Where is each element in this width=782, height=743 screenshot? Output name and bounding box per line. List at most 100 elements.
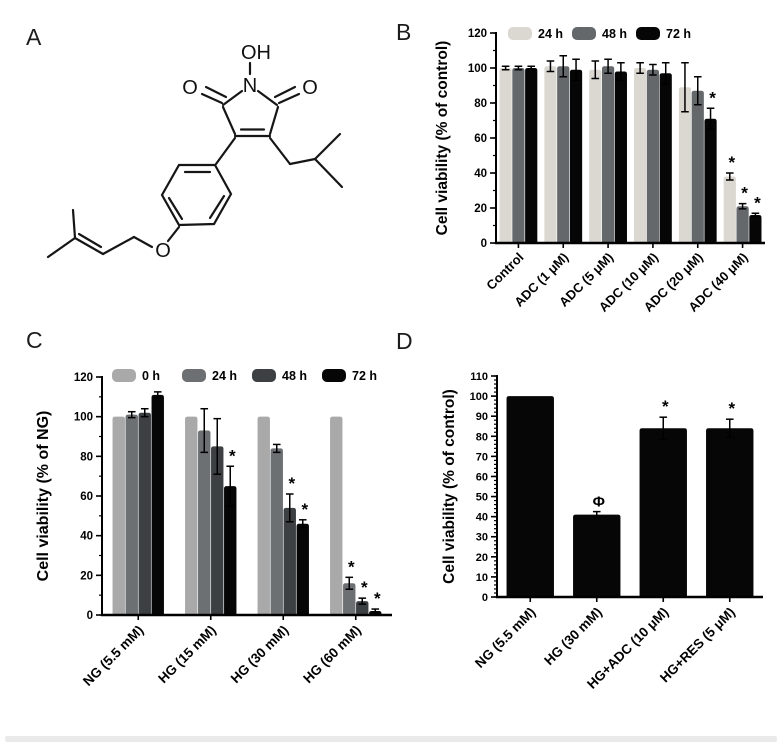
bar [330,416,343,615]
legend-label: 0 h [142,369,160,383]
chart-d-cell-viability-rescue: 0 10 20 30 40 50 60 70 80 90 100 110 Cell viability … [441,371,763,692]
hydroxyl-atom-label: OH [241,42,271,64]
y-axis-title: Cell viability (% of NG) [35,411,52,582]
bar [112,416,125,615]
legend-label: 24 h [538,27,563,41]
significance-marker: * [361,578,368,597]
significance-marker: * [709,88,716,107]
bar [343,583,356,615]
bar [557,66,570,243]
bar [296,523,309,615]
bar [125,414,138,615]
carbonyl-left-atom-label: O [182,77,198,99]
y-tick-label: 80 [80,451,93,463]
legend-label: 48 h [282,369,307,383]
y-tick-label: 100 [74,412,93,424]
chart-c-cell-viability-glucose: 0 20 40 60 80 100 120 Cell viability (% of NG) N… [35,369,392,689]
bar [544,66,557,243]
significance-marker: * [662,397,669,416]
chart-b-cell-viability-adc: 0 20 40 60 80 100 120 Cell viability (% of cont… [434,27,765,315]
y-tick-label: 100 [470,391,488,403]
carbonyl-bonds [200,85,301,105]
bar [706,428,754,597]
bar [723,176,736,243]
legend-swatch [508,27,532,40]
bar [198,430,211,615]
bar [736,206,749,243]
legend-swatch [252,369,276,382]
bar [704,118,717,243]
y-tick-label: 40 [80,531,93,543]
legend-swatch [636,27,660,40]
significance-marker: * [348,557,355,576]
bar [639,428,687,597]
panel-c-label: C [26,327,43,353]
y-tick-label: 10 [476,572,488,584]
legend-label: 24 h [212,369,237,383]
category-label: Control [483,250,526,293]
bar [569,69,583,243]
panel-d-label: D [396,328,413,354]
significance-marker: * [754,193,761,212]
significance-marker: * [728,153,735,172]
y-axis-title: Cell viability (% of control) [434,41,451,236]
y-tick-label: 80 [474,98,487,110]
chart-root: 0 10 20 30 40 50 60 70 80 90 100 110 Cell viability … [441,371,763,692]
category-label: HG (15 mM) [155,623,219,687]
y-tick-label: 60 [474,133,487,145]
bar [573,514,621,597]
significance-marker: * [374,589,381,608]
significance-marker: * [301,500,308,519]
bar [506,396,554,597]
y-tick-label: 120 [468,28,487,40]
maleimide-ring [221,89,280,138]
y-tick-label: 40 [476,512,488,524]
category-label: HG (30 mM) [228,623,292,687]
bar [634,68,647,243]
y-axis-title: Cell viability (% of control) [441,389,458,584]
y-tick-label: 80 [476,431,488,443]
y-tick-label: 0 [481,238,487,250]
significance-marker: Φ [593,494,605,511]
carbonyl-right-atom-label: O [302,77,318,99]
cropped-caption-strip [5,736,777,742]
bar [512,68,525,243]
category-label: NG (5.5 mM) [472,605,538,671]
bar [283,507,296,615]
category-label: HG (60 mM) [300,623,364,687]
legend-swatch [322,369,346,382]
ether-oxygen-atom-label: O [155,240,171,262]
y-tick-label: 20 [80,570,93,582]
legend-swatch [182,369,206,382]
prenyloxy-chain [46,208,181,259]
bar [525,68,538,243]
significance-marker: * [741,184,748,203]
y-tick-label: 20 [474,203,487,215]
y-tick-label: 120 [74,372,93,384]
phenyl-ring [160,136,237,227]
bar [646,69,660,243]
y-tick-label: 70 [476,451,488,463]
bar [151,394,164,615]
nitrogen-atom-label: N [243,75,257,97]
y-tick-label: 110 [470,371,488,383]
bar [138,412,151,615]
significance-marker: * [728,399,735,418]
y-tick-label: 0 [87,610,93,622]
category-label: HG (30 mM) [541,605,605,669]
bar [257,416,270,615]
y-tick-label: 60 [476,471,488,483]
significance-marker: * [288,474,295,493]
legend-label: 72 h [352,369,377,383]
chart-root: 0 20 40 60 80 100 120 Cell viability (% of NG) N… [35,369,392,689]
bar [678,87,692,243]
isobutyl-chain [268,132,344,189]
bar [601,66,615,243]
bar [589,69,602,243]
y-tick-label: 0 [482,592,488,604]
bar [614,71,627,243]
y-tick-label: 90 [476,411,488,423]
y-tick-label: 100 [468,63,487,75]
bar [211,446,224,615]
